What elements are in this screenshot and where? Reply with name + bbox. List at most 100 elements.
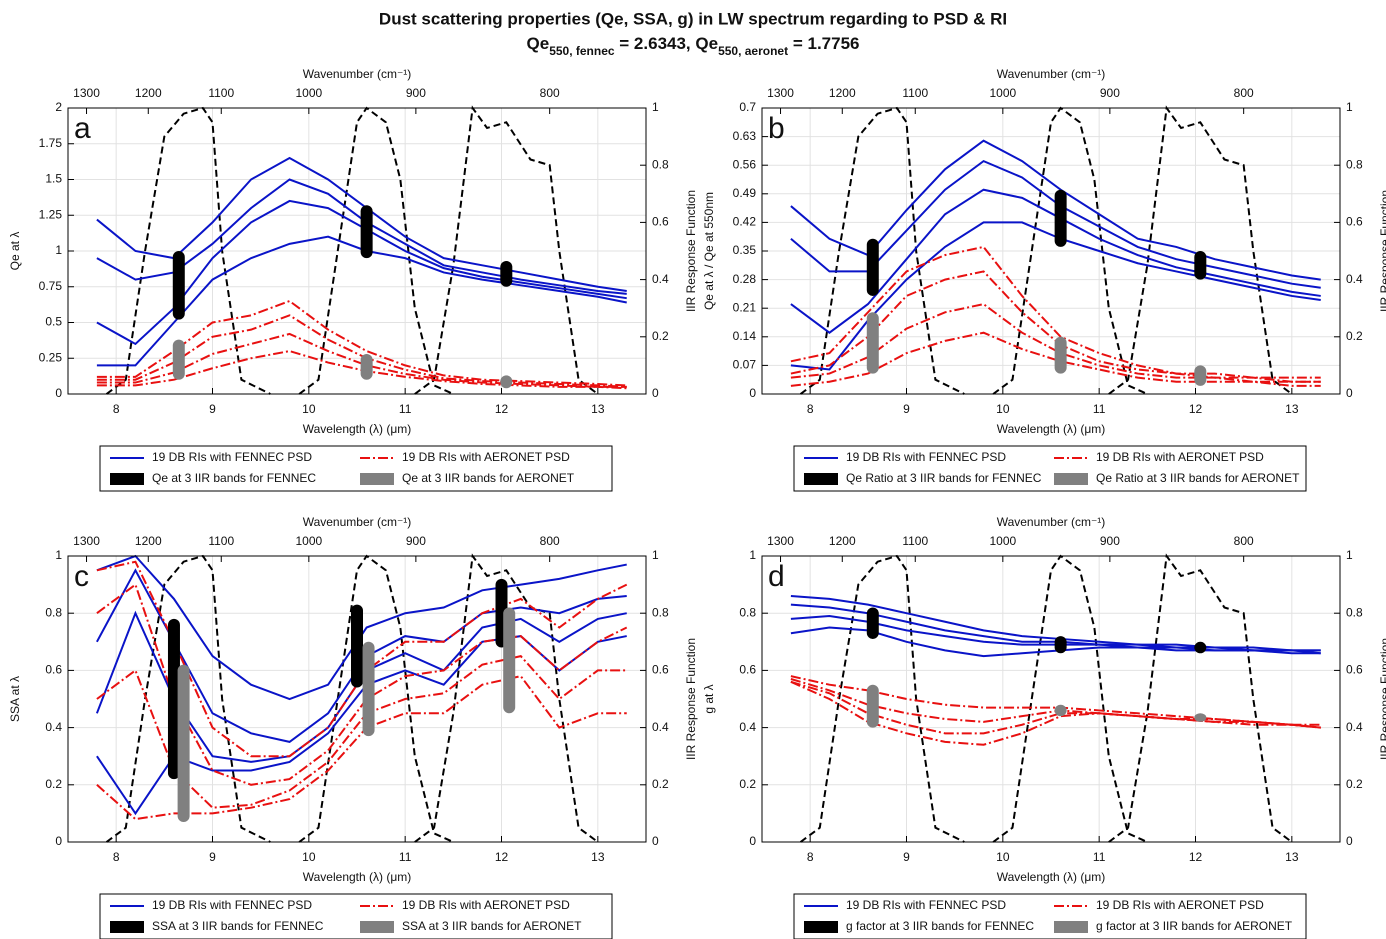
response-curve — [1108, 553, 1293, 843]
top-x-axis-label: Wavenumber (cm⁻¹) — [997, 67, 1106, 81]
top-x-tick-label: 1200 — [135, 86, 162, 100]
figure-subtitle: Qe550, fennec = 2.6343, Qe550, aeronet =… — [527, 34, 860, 58]
y-tick-label: 0.8 — [739, 605, 756, 619]
x-tick-label: 12 — [495, 850, 509, 864]
x-tick-label: 10 — [996, 402, 1010, 416]
response-curve — [298, 554, 454, 843]
top-x-axis-label: Wavenumber (cm⁻¹) — [303, 515, 412, 529]
y-tick-label: 1.75 — [39, 136, 63, 150]
x-tick-label: 13 — [1285, 850, 1299, 864]
data-line — [96, 554, 627, 701]
data-line — [96, 299, 627, 387]
top-x-tick-label: 1300 — [73, 534, 100, 548]
x-tick-label: 11 — [399, 402, 412, 416]
plot-frame — [761, 107, 1341, 395]
data-line — [790, 680, 1321, 746]
band-bar — [503, 607, 516, 714]
y2-tick-label: 0.2 — [1346, 329, 1363, 343]
x-tick-label: 12 — [1189, 850, 1203, 864]
y2-tick-label: 0.2 — [1346, 777, 1363, 791]
data-line — [96, 560, 628, 758]
band-bar — [1054, 189, 1067, 247]
y-tick-label: 0.7 — [739, 100, 756, 114]
top-x-tick-label: 1000 — [295, 534, 322, 548]
plot-frame — [761, 555, 1341, 843]
y2-tick-label: 0.8 — [1346, 605, 1363, 619]
y-tick-label: 0.28 — [733, 272, 757, 286]
y-tick-label: 1 — [55, 243, 62, 257]
y-tick-label: 1 — [55, 548, 62, 562]
legend-box — [793, 445, 1307, 492]
panel-label: c — [74, 560, 89, 593]
data-line — [790, 245, 1321, 379]
band-bar — [1054, 704, 1067, 717]
figure-title: Dust scattering properties (Qe, SSA, g) … — [379, 9, 1007, 28]
top-x-tick-label: 1200 — [135, 534, 162, 548]
y-tick-label: 0.75 — [39, 279, 63, 293]
top-x-tick-label: 900 — [406, 86, 426, 100]
top-x-tick-label: 900 — [406, 534, 426, 548]
x-tick-label: 12 — [1189, 402, 1203, 416]
x-tick-label: 9 — [903, 402, 910, 416]
response-curve — [799, 554, 965, 843]
top-x-tick-label: 1200 — [829, 86, 856, 100]
y2-axis-label: IIR Response Function — [684, 190, 698, 312]
band-bar — [866, 312, 879, 374]
response-curve — [414, 553, 599, 843]
x-axis-label: Wavelength (λ) (μm) — [997, 422, 1106, 436]
y-tick-label: 1 — [749, 548, 756, 562]
legend-label: 19 DB RIs with FENNEC PSD — [846, 450, 1006, 464]
band-bar — [172, 339, 185, 380]
band-bar — [500, 375, 513, 389]
y2-tick-label: 1 — [1346, 100, 1353, 114]
x-tick-label: 9 — [903, 850, 910, 864]
y2-tick-label: 0.2 — [652, 329, 669, 343]
y-tick-label: 0.56 — [733, 157, 757, 171]
y2-tick-label: 0.8 — [1346, 157, 1363, 171]
y-tick-label: 0.5 — [45, 315, 62, 329]
y2-tick-label: 0.6 — [652, 663, 669, 677]
response-curve — [799, 106, 965, 395]
top-x-tick-label: 1100 — [902, 86, 928, 100]
band-bar — [1194, 641, 1207, 654]
band-bar — [360, 205, 373, 259]
top-x-tick-label: 1300 — [767, 86, 794, 100]
y2-tick-label: 0 — [1346, 386, 1353, 400]
y-axis-label: SSA at λ — [8, 676, 22, 722]
y2-tick-label: 1 — [652, 100, 659, 114]
y-axis-label: g at λ — [702, 684, 716, 713]
top-x-tick-label: 1100 — [208, 86, 234, 100]
band-bar — [362, 641, 375, 737]
y2-tick-label: 0.4 — [1346, 720, 1363, 734]
top-x-tick-label: 1200 — [829, 534, 856, 548]
response-curve — [298, 106, 454, 395]
response-curve — [1108, 105, 1293, 395]
top-x-tick-label: 1000 — [989, 86, 1016, 100]
band-bar — [351, 604, 363, 688]
y2-tick-label: 0.8 — [652, 605, 669, 619]
legend-label: Qe Ratio at 3 IIR bands for AERONET — [1096, 471, 1300, 485]
y-tick-label: 0.42 — [733, 215, 757, 229]
x-tick-label: 13 — [591, 402, 605, 416]
y-axis-label: Qe at λ / Qe at 550nm — [702, 192, 716, 310]
top-x-tick-label: 800 — [1234, 86, 1254, 100]
top-x-axis-label: Wavenumber (cm⁻¹) — [303, 67, 412, 81]
y2-tick-label: 1 — [1346, 548, 1353, 562]
y2-tick-label: 0 — [652, 386, 659, 400]
y2-tick-label: 0 — [652, 834, 659, 848]
band-bar — [1194, 251, 1207, 280]
y-tick-label: 1.25 — [39, 207, 63, 221]
y-tick-label: 0.6 — [739, 663, 756, 677]
y2-tick-label: 0.2 — [652, 777, 669, 791]
y2-tick-label: 0.4 — [652, 272, 669, 286]
legend-label: 19 DB RIs with FENNEC PSD — [846, 898, 1006, 912]
legend-label: Qe at 3 IIR bands for AERONET — [402, 471, 575, 485]
response-curve — [105, 106, 271, 395]
y-tick-label: 0.63 — [733, 129, 757, 143]
y2-tick-label: 0.6 — [652, 215, 669, 229]
top-x-tick-label: 1300 — [767, 534, 794, 548]
y2-tick-label: 0.8 — [652, 157, 669, 171]
x-tick-label: 13 — [591, 850, 605, 864]
y2-tick-label: 0 — [1346, 834, 1353, 848]
